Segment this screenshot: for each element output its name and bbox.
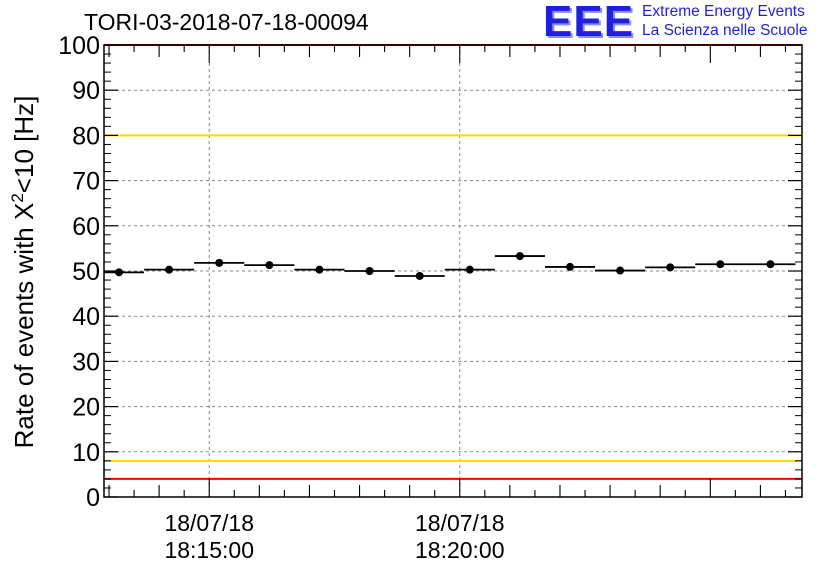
- y-tick-label: 100: [58, 32, 100, 60]
- threshold-layer: [104, 44, 802, 480]
- data-point: [365, 267, 374, 275]
- data-point: [315, 265, 324, 274]
- eee-logo-text: Extreme Energy Events La Scienza nelle S…: [642, 2, 807, 40]
- logo-line-2: La Scienza nelle Scuole: [642, 22, 808, 39]
- x-tick-label-date: 18/07/18: [415, 510, 505, 536]
- y-tick-labels: 0 10 20 30 40 50 60 70 80 90 100: [58, 32, 100, 512]
- data-point: [265, 261, 274, 270]
- data-point: [115, 268, 124, 277]
- y-axis-label-main: Rate of events with X: [9, 203, 39, 449]
- data-point: [165, 265, 174, 274]
- y-axis-label: Rate of events with X2<10 [Hz]: [8, 96, 39, 449]
- y-tick-label: 30: [72, 348, 100, 376]
- data-point: [566, 262, 575, 271]
- y-tick-label: 80: [72, 122, 100, 150]
- logo-line-1: Extreme Energy Events: [642, 3, 805, 20]
- x-tick-label-date: 18/07/18: [164, 510, 254, 536]
- plot-frame: [103, 44, 803, 498]
- data-point: [465, 265, 474, 274]
- eee-logo-mark: EEE: [543, 0, 635, 46]
- data-point: [666, 263, 675, 272]
- data-point: [766, 260, 775, 269]
- y-tick-label: 60: [72, 213, 100, 241]
- data-point: [616, 266, 625, 275]
- x-tick-label-time: 18:15:00: [164, 537, 254, 563]
- data-point: [515, 252, 524, 261]
- data-point: [215, 258, 224, 267]
- y-tick-label: 70: [72, 168, 100, 196]
- x-tick-label-time: 18:20:00: [415, 537, 505, 563]
- y-axis-label-tail: <10 [Hz]: [9, 96, 39, 194]
- y-tick-label: 0: [86, 484, 100, 512]
- y-tick-label: 20: [72, 394, 100, 422]
- data-points: [104, 252, 796, 280]
- y-tick-label: 10: [72, 439, 100, 467]
- y-axis-label-sup: 2: [8, 193, 27, 202]
- data-point: [716, 260, 725, 269]
- y-tick-label: 40: [72, 303, 100, 331]
- grid-layer: [104, 45, 802, 497]
- eee-logo: EEE Extreme Energy Events La Scienza nel…: [543, 0, 808, 46]
- run-title: TORI-03-2018-07-18-00094: [84, 9, 369, 35]
- y-tick-label: 90: [72, 77, 100, 105]
- y-tick-label: 50: [72, 258, 100, 286]
- data-point: [415, 271, 424, 280]
